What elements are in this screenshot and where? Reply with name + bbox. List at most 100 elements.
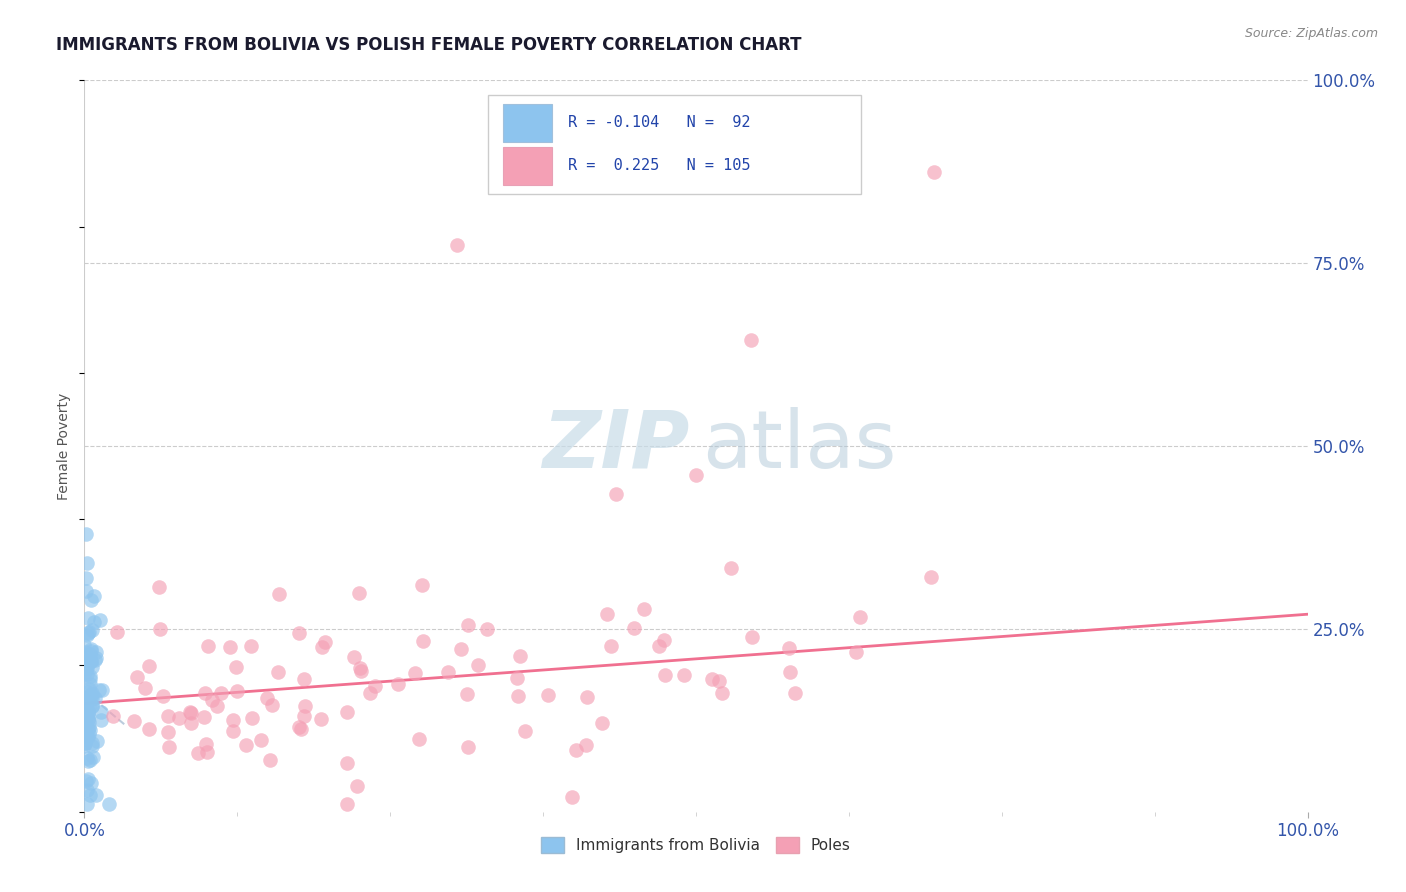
Text: ZIP: ZIP (543, 407, 690, 485)
Point (475, 622, 498, 636)
Point (101, 709, 124, 723)
Point (411, 577, 433, 591)
Point (80, 698, 103, 713)
Point (506, 689, 529, 703)
Point (75, 710, 97, 724)
Point (364, 679, 387, 693)
Point (740, 333, 762, 347)
Point (134, 681, 156, 695)
Point (387, 677, 409, 691)
Point (720, 561, 742, 575)
Point (89, 613, 111, 627)
Point (73, 665, 96, 679)
Point (75, 696, 97, 710)
Point (292, 708, 315, 723)
Point (710, 686, 733, 700)
Point (73, 698, 96, 713)
Text: IMMIGRANTS FROM BOLIVIA VS POLISH FEMALE POVERTY CORRELATION CHART: IMMIGRANTS FROM BOLIVIA VS POLISH FEMALE… (56, 36, 801, 54)
Point (292, 672, 315, 686)
Point (76, 628, 98, 642)
Point (506, 671, 529, 685)
Point (105, 625, 128, 640)
Point (596, 607, 619, 621)
Point (537, 688, 560, 702)
Point (605, 486, 627, 500)
Point (75, 708, 97, 723)
Point (84, 690, 107, 705)
Point (685, 468, 707, 483)
Point (457, 740, 479, 755)
Point (77, 611, 100, 625)
Point (82, 750, 104, 764)
Point (84, 645, 107, 659)
Point (209, 686, 232, 700)
Point (648, 639, 671, 653)
Point (336, 705, 359, 719)
Point (77, 727, 100, 741)
Point (76, 712, 98, 726)
Point (79, 641, 101, 656)
Point (73, 704, 96, 718)
Point (80, 736, 103, 750)
Point (76, 696, 98, 710)
Point (79, 592, 101, 607)
Point (76, 722, 98, 736)
Point (778, 640, 800, 655)
Point (187, 747, 209, 761)
Point (75, 657, 97, 671)
Point (77, 730, 100, 744)
Point (138, 659, 160, 673)
Point (193, 709, 215, 723)
Point (350, 665, 373, 679)
Point (77, 625, 100, 640)
Point (80, 688, 103, 702)
Point (82, 739, 104, 754)
Legend: Immigrants from Bolivia, Poles: Immigrants from Bolivia, Poles (536, 830, 856, 859)
Point (652, 633, 675, 648)
Point (180, 716, 202, 731)
Point (349, 586, 371, 600)
Point (73, 638, 96, 652)
Point (76, 685, 98, 699)
Point (201, 693, 224, 707)
Point (599, 640, 621, 654)
Point (79, 669, 101, 683)
Point (75, 653, 97, 667)
Point (76, 797, 98, 812)
Point (73, 713, 96, 727)
Point (98, 797, 121, 812)
FancyBboxPatch shape (488, 95, 860, 194)
Point (408, 732, 430, 747)
Point (180, 706, 202, 721)
Point (75, 661, 97, 675)
Point (633, 602, 655, 616)
Point (75, 526, 97, 541)
Point (80, 775, 103, 789)
Point (623, 621, 645, 635)
Point (450, 641, 472, 656)
Point (179, 705, 201, 719)
Point (225, 659, 247, 673)
Point (76, 705, 98, 719)
Point (80, 623, 103, 637)
Point (79, 647, 101, 661)
Point (79, 677, 101, 691)
Point (509, 648, 531, 663)
Point (457, 618, 479, 632)
Point (79, 672, 101, 686)
Point (779, 665, 801, 679)
Point (75, 711, 97, 725)
Point (575, 690, 598, 704)
Point (75, 690, 97, 704)
Point (219, 640, 242, 654)
Point (288, 625, 311, 640)
Point (849, 609, 872, 624)
Point (240, 639, 263, 653)
Point (167, 711, 190, 725)
Point (456, 687, 478, 701)
Point (79, 654, 101, 668)
Point (565, 743, 588, 757)
Point (82, 688, 104, 702)
Point (75, 773, 97, 788)
Point (82, 686, 104, 700)
